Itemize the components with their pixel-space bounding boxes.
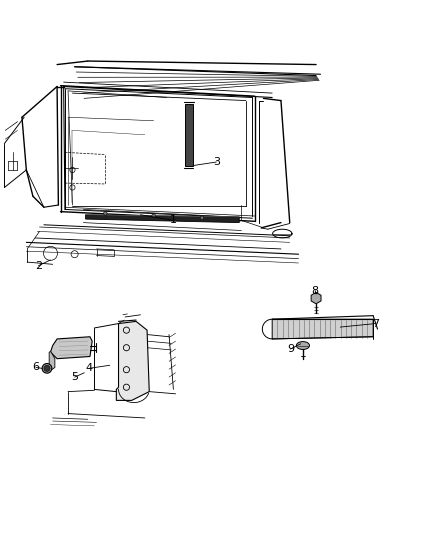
Text: 9: 9 (286, 344, 293, 354)
Text: 3: 3 (212, 157, 219, 167)
Polygon shape (49, 352, 55, 370)
Circle shape (103, 212, 107, 215)
Polygon shape (116, 321, 149, 400)
Polygon shape (272, 319, 372, 339)
Polygon shape (311, 293, 320, 304)
Polygon shape (184, 104, 192, 166)
Text: 8: 8 (311, 286, 318, 296)
Ellipse shape (296, 342, 309, 350)
Text: 1: 1 (170, 215, 177, 225)
Polygon shape (85, 215, 239, 223)
Text: 6: 6 (32, 362, 39, 373)
Text: 4: 4 (85, 364, 92, 373)
Circle shape (200, 216, 203, 220)
Text: 5: 5 (71, 372, 78, 382)
Circle shape (152, 214, 155, 217)
Text: 7: 7 (371, 319, 378, 328)
Polygon shape (50, 337, 92, 359)
Circle shape (44, 365, 50, 372)
Text: 2: 2 (35, 261, 42, 271)
Ellipse shape (42, 364, 52, 373)
